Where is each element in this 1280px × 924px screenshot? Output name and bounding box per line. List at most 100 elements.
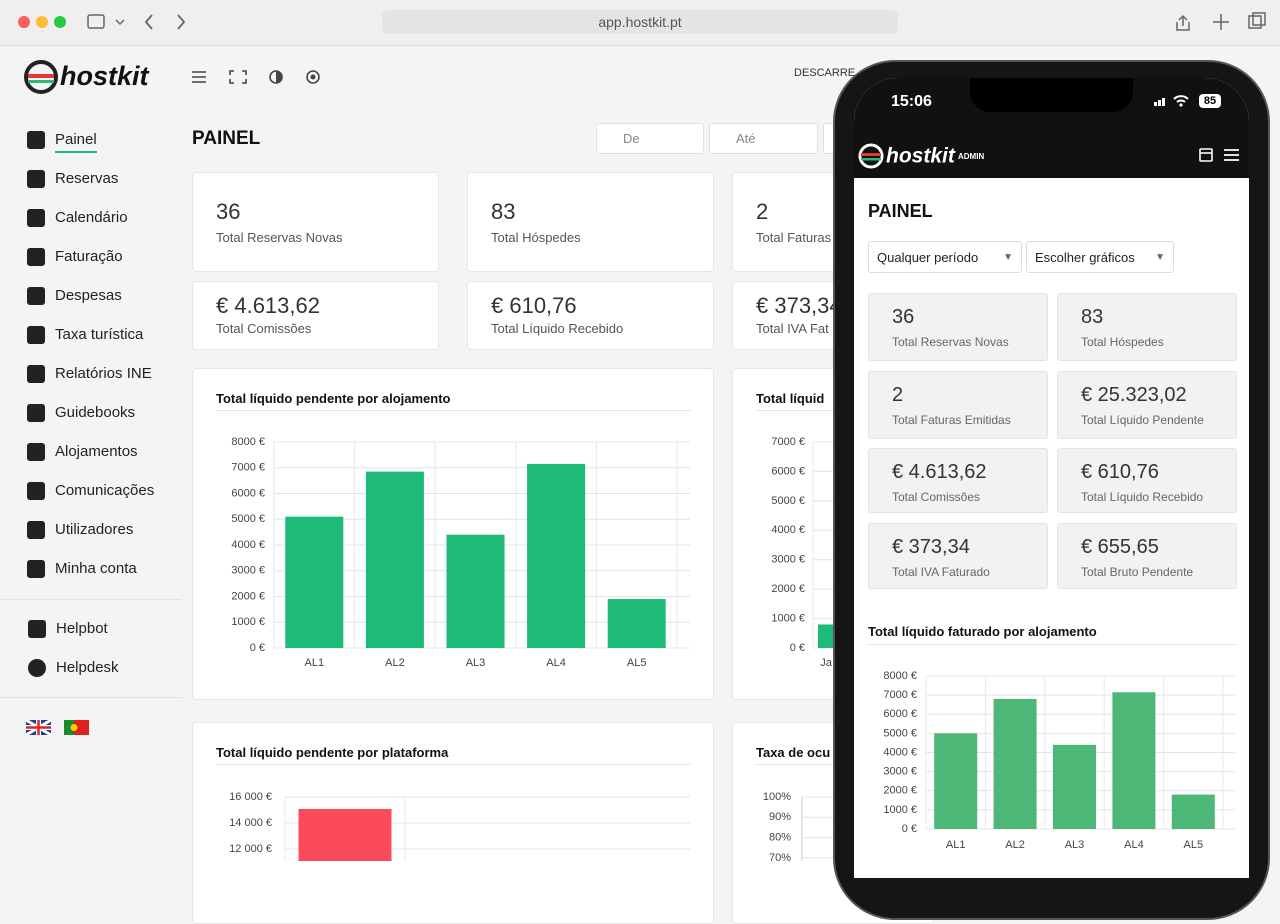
stat-value: € 4.613,62 bbox=[892, 461, 987, 483]
stat-card: € 4.613,62 Total Comissões bbox=[192, 281, 439, 350]
chart-title: Total líquido faturado por alojamento bbox=[868, 624, 1097, 639]
caret: ▼ bbox=[1155, 252, 1165, 263]
stat-label: Total Hóspedes bbox=[1081, 335, 1164, 349]
stat-value: 36 bbox=[216, 199, 241, 224]
menu-label: Relatórios INE bbox=[55, 365, 152, 382]
notch bbox=[970, 78, 1133, 112]
stat-label: Total IVA Fat bbox=[756, 321, 829, 336]
stat-value: € 373,34 bbox=[756, 293, 842, 318]
stat-card: € 373,34 Total IVA Faturado bbox=[868, 523, 1048, 589]
stat-card: € 610,76 Total Líquido Recebido bbox=[1057, 448, 1237, 513]
nav-icons bbox=[87, 14, 186, 30]
phone-logo: hostkit bbox=[858, 143, 956, 169]
browser-actions bbox=[1176, 12, 1266, 31]
menu-icon bbox=[27, 443, 45, 461]
address-bar[interactable]: app.hostkit.pt bbox=[382, 10, 898, 34]
stat-card: € 655,65 Total Bruto Pendente bbox=[1057, 523, 1237, 589]
menu-item[interactable]: Painel bbox=[0, 126, 182, 154]
menu-item[interactable]: Taxa turística bbox=[0, 321, 182, 349]
menu-item[interactable]: Minha conta bbox=[0, 555, 182, 583]
role: ADMIN bbox=[958, 152, 985, 161]
menu-item[interactable]: Utilizadores bbox=[0, 516, 182, 544]
help-item[interactable]: Helpdesk bbox=[0, 654, 182, 682]
download-link[interactable]: DESCARRE bbox=[794, 67, 856, 79]
menu-label: Comunicações bbox=[55, 482, 155, 499]
stat-value: € 25.323,02 bbox=[1081, 384, 1187, 406]
menu-icon bbox=[27, 482, 45, 500]
menu-item[interactable]: Alojamentos bbox=[0, 438, 182, 466]
minimize-button[interactable] bbox=[36, 16, 48, 28]
chart-card: Total líquido pendente por alojamento bbox=[192, 368, 714, 700]
stat-value: € 373,34 bbox=[892, 536, 970, 558]
logo-text: hostkit bbox=[886, 145, 956, 168]
logo-text: hostkit bbox=[60, 61, 150, 91]
menu-icon bbox=[27, 131, 45, 149]
menu-item[interactable]: Despesas bbox=[0, 282, 182, 310]
date-to[interactable]: Até bbox=[709, 123, 818, 154]
charts-select[interactable]: Escolher gráficos ▼ bbox=[1026, 241, 1174, 273]
menu-icon bbox=[28, 620, 46, 638]
menu-label: Faturação bbox=[55, 248, 123, 265]
stat-value: 2 bbox=[756, 199, 769, 224]
menu-label: Reservas bbox=[55, 170, 119, 187]
language-flags bbox=[26, 718, 89, 736]
close-button[interactable] bbox=[18, 16, 30, 28]
stat-label: Total Reservas Novas bbox=[892, 335, 1009, 349]
chart-title: Total líquid bbox=[756, 391, 825, 406]
menu-icon bbox=[27, 326, 45, 344]
stat-card: 83 Total Hóspedes bbox=[1057, 293, 1237, 361]
stat-card: 36 Total Reservas Novas bbox=[192, 172, 439, 272]
stat-value: € 610,76 bbox=[491, 293, 577, 318]
stat-value: € 4.613,62 bbox=[216, 293, 320, 318]
stat-card: € 610,76 Total Líquido Recebido bbox=[467, 281, 714, 350]
menu-item[interactable]: Guidebooks bbox=[0, 399, 182, 427]
stat-value: 36 bbox=[892, 306, 915, 328]
menu-item[interactable]: Calendário bbox=[0, 204, 182, 232]
stat-label: Total IVA Faturado bbox=[892, 565, 990, 579]
browser-toolbar: app.hostkit.pt bbox=[0, 0, 1280, 46]
divider bbox=[0, 599, 182, 600]
menu-icon bbox=[27, 521, 45, 539]
menu-icon bbox=[28, 659, 46, 677]
menu-icon bbox=[27, 560, 45, 578]
date-from[interactable]: De bbox=[596, 123, 704, 154]
chart-card: Total líquido pendente por plataforma bbox=[192, 722, 714, 924]
stat-label: Total Bruto Pendente bbox=[1081, 565, 1194, 579]
stat-label: Total Faturas bbox=[756, 230, 832, 245]
period-select[interactable]: Qualquer período ▼ bbox=[868, 241, 1022, 273]
logo: hostkit bbox=[24, 60, 150, 94]
stat-label: Total Líquido Pendente bbox=[1081, 413, 1204, 427]
menu-item[interactable]: Faturação bbox=[0, 243, 182, 271]
menu-item[interactable]: Relatórios INE bbox=[0, 360, 182, 388]
menu-label: Utilizadores bbox=[55, 521, 134, 538]
phone-screen: 15:06 85 hostkit ADMIN PAINEL Qualquer p… bbox=[854, 78, 1249, 878]
placeholder: Até bbox=[736, 131, 756, 146]
url-text: app.hostkit.pt bbox=[598, 14, 682, 30]
active-indicator bbox=[55, 151, 97, 153]
menu-label: Helpdesk bbox=[56, 659, 119, 676]
stat-label: Total Comissões bbox=[216, 321, 312, 336]
stat-label: Total Comissões bbox=[892, 490, 981, 504]
stat-card: 2 Total Faturas Emitidas bbox=[868, 371, 1048, 439]
menu-label: Despesas bbox=[55, 287, 122, 304]
select-text: Qualquer período bbox=[877, 250, 979, 265]
help-item[interactable]: Helpbot bbox=[0, 615, 182, 643]
menu-icon bbox=[27, 287, 45, 305]
stat-value: 83 bbox=[491, 199, 516, 224]
menu-icon bbox=[27, 248, 45, 266]
menu-label: Minha conta bbox=[55, 560, 137, 577]
menu-label: Alojamentos bbox=[55, 443, 138, 460]
menu-label: Calendário bbox=[55, 209, 128, 226]
phone-header-icons[interactable] bbox=[1198, 146, 1244, 164]
chart-title: Total líquido pendente por alojamento bbox=[216, 391, 451, 406]
battery: 85 bbox=[1199, 94, 1221, 108]
menu-label: Painel bbox=[55, 131, 97, 148]
menu-item[interactable]: Comunicações bbox=[0, 477, 182, 505]
zoom-button[interactable] bbox=[54, 16, 66, 28]
phone-time: 15:06 bbox=[891, 93, 932, 110]
menu-item[interactable]: Reservas bbox=[0, 165, 182, 193]
divider bbox=[0, 697, 182, 698]
menu-icon bbox=[27, 404, 45, 422]
menu-label: Guidebooks bbox=[55, 404, 136, 421]
